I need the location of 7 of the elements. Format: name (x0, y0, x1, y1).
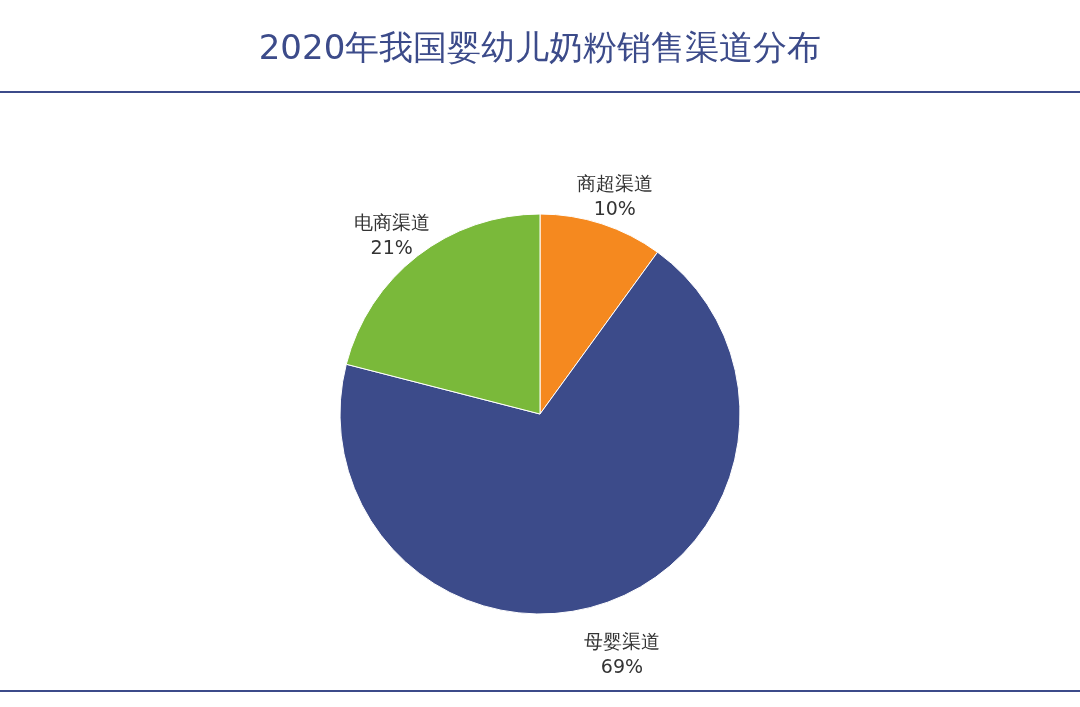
chart-title: 2020年我国婴幼儿奶粉销售渠道分布 (258, 27, 822, 67)
slice-label: 母婴渠道 (583, 629, 660, 652)
slice-label: 商超渠道 (576, 171, 653, 194)
data-label: 10% (593, 196, 636, 219)
data-label: 21% (370, 235, 413, 258)
data-label: 69% (600, 654, 644, 677)
slice-label: 电商渠道 (353, 210, 430, 233)
